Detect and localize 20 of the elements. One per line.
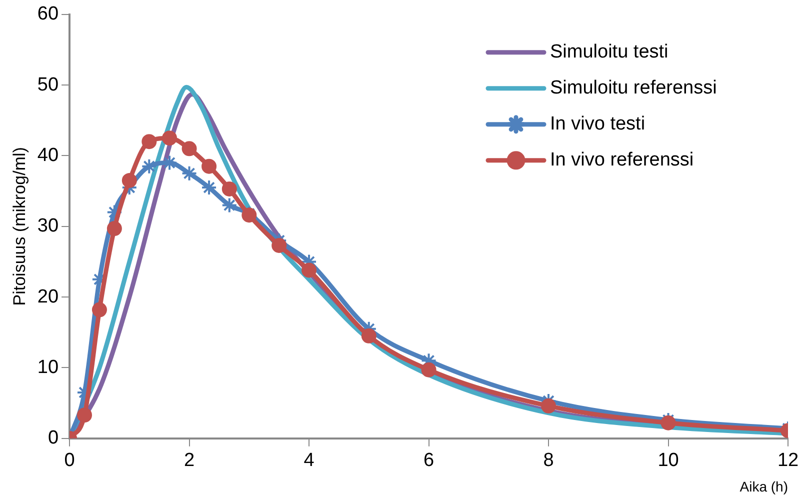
- x-tick-label: 2: [184, 450, 195, 472]
- y-tick-label: 30: [37, 216, 59, 237]
- y-tick-label: 60: [37, 4, 59, 25]
- y-tick-label: 0: [48, 428, 59, 449]
- legend-label: In vivo testi: [550, 114, 646, 135]
- x-tick-label: 8: [543, 450, 554, 472]
- x-tick-label: 10: [658, 450, 679, 472]
- x-tick-label: 4: [304, 450, 315, 472]
- y-tick-label: 50: [37, 74, 59, 96]
- y-tick-label: 40: [37, 144, 59, 166]
- x-tick-label: 12: [777, 450, 799, 472]
- y-tick-label: 10: [37, 356, 59, 378]
- x-tick-label: 0: [64, 450, 75, 472]
- legend-label: In vivo referenssi: [550, 150, 694, 171]
- y-tick-label: 20: [37, 286, 59, 308]
- y-axis-title: Pitoisuus (mikrog/ml): [10, 147, 29, 306]
- legend-label: Simuloitu testi: [550, 42, 668, 63]
- legend-label: Simuloitu referenssi: [550, 78, 717, 99]
- x-tick-label: 6: [423, 450, 434, 472]
- x-axis-title: Aika (h): [740, 478, 788, 494]
